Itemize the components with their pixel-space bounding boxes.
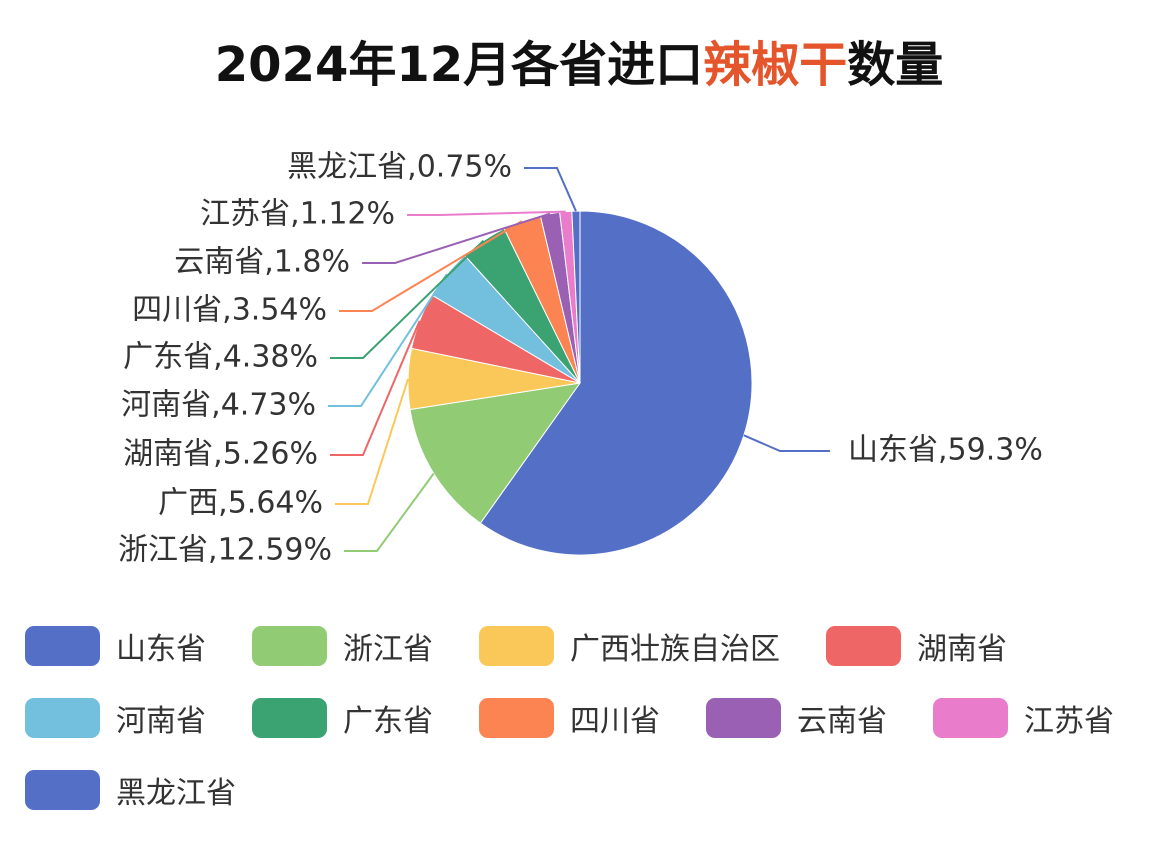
leader-line — [328, 273, 448, 407]
leader-line — [330, 239, 485, 359]
legend-label: 云南省 — [797, 704, 887, 739]
legend-label: 广东省 — [343, 704, 433, 739]
leader-line — [335, 378, 410, 505]
title-part: 2024年12月各省进口 — [215, 37, 703, 93]
data-label: 广西,5.64% — [158, 486, 323, 521]
legend-item[interactable]: 河南省 — [25, 698, 206, 739]
leader-line — [743, 434, 830, 452]
legend-item[interactable]: 广西壮族自治区 — [479, 626, 780, 667]
legend-label: 四川省 — [570, 704, 660, 739]
title-part: 数量 — [847, 37, 943, 93]
leader-line — [330, 320, 421, 456]
title-part: 辣椒干 — [703, 37, 847, 93]
leader-line — [344, 472, 435, 552]
legend-swatch — [933, 698, 1008, 738]
data-label: 黑龙江省,0.75% — [287, 150, 512, 185]
legend-item[interactable]: 云南省 — [706, 698, 887, 739]
data-label: 河南省,4.73% — [121, 388, 316, 423]
legend-label: 山东省 — [116, 632, 206, 667]
legend-swatch — [252, 698, 327, 738]
leader-line — [362, 212, 551, 264]
legend-label: 江苏省 — [1024, 704, 1114, 739]
data-label: 湖南省,5.26% — [123, 437, 318, 472]
data-label: 广东省,4.38% — [123, 340, 318, 375]
legend-item[interactable]: 四川省 — [479, 698, 660, 739]
legend-swatch — [25, 698, 100, 738]
data-label: 四川省,3.54% — [132, 293, 327, 328]
legend-swatch — [826, 626, 901, 666]
legend-item[interactable]: 黑龙江省 — [25, 770, 236, 811]
legend-swatch — [706, 698, 781, 738]
legend-swatch — [479, 626, 554, 666]
data-label: 云南省,1.8% — [174, 245, 350, 280]
legend: 山东省 浙江省 广西壮族自治区 湖南省河南省 广东省 四川省 云南省 江苏省黑龙江省 — [25, 626, 1158, 811]
data-label: 山东省,59.3% — [848, 433, 1043, 468]
leader-line — [407, 210, 566, 216]
legend-label: 河南省 — [116, 704, 206, 739]
legend-label: 浙江省 — [343, 632, 433, 667]
legend-item[interactable]: 浙江省 — [252, 626, 433, 667]
legend-item[interactable]: 江苏省 — [933, 698, 1114, 739]
legend-label: 广西壮族自治区 — [570, 632, 780, 667]
legend-label: 黑龙江省 — [116, 776, 236, 811]
leader-line — [339, 220, 523, 312]
leader-line — [524, 167, 577, 212]
legend-swatch — [252, 626, 327, 666]
chart-title: 2024年12月各省进口辣椒干数量 — [215, 37, 943, 93]
data-label: 江苏省,1.12% — [200, 197, 395, 232]
legend-swatch — [479, 698, 554, 738]
legend-swatch — [25, 626, 100, 666]
legend-label: 湖南省 — [917, 632, 1007, 667]
pie-slice — [409, 382, 582, 524]
legend-item[interactable]: 湖南省 — [826, 626, 1007, 667]
data-label: 浙江省,12.59% — [118, 533, 332, 568]
legend-item[interactable]: 山东省 — [25, 626, 206, 667]
legend-swatch — [25, 770, 100, 810]
legend-item[interactable]: 广东省 — [252, 698, 433, 739]
